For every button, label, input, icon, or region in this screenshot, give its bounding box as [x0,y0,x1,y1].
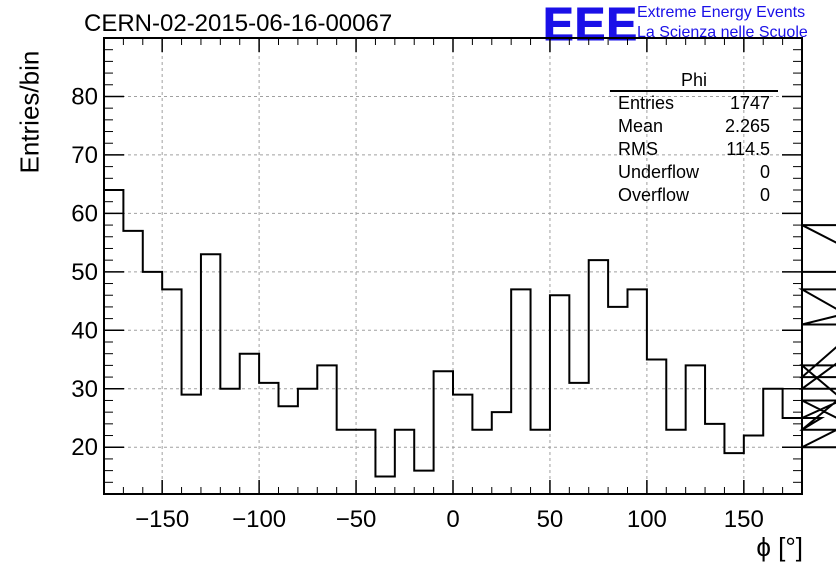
stats-row-underflow: Underflow 0 [610,161,778,184]
chart-title: CERN-02-2015-06-16-00067 [84,10,393,37]
x-tick-label: 100 [627,506,667,533]
ticks [103,37,803,495]
stats-label: RMS [618,139,658,159]
stats-label: Mean [618,116,664,136]
x-tick-label: −150 [135,506,189,533]
tick-labels: −150 −100 −50 0 50 100 150 20 30 40 50 60 70 80 [71,83,764,533]
stats-label: Overflow [618,185,690,205]
y-tick-label: 20 [71,434,98,461]
stats-value: 1747 [729,93,770,113]
logo-subtitle-1: Extreme Energy Events [637,4,806,21]
x-tick-label: 50 [537,506,564,533]
x-tick-label: 150 [724,506,764,533]
y-tick-label: 70 [71,142,98,169]
x-tick-label: 0 [446,506,459,533]
x-tick-label: −50 [336,506,377,533]
x-tick-label: −100 [232,506,286,533]
stats-row-mean: Mean 2.265 [610,115,778,138]
y-tick-label: 30 [71,376,98,403]
stats-value: 114.5 [726,139,770,159]
stats-row-overflow: Overflow 0 [610,184,778,207]
stats-row-rms: RMS 114.5 [610,138,778,161]
stats-title: Phi [610,70,778,92]
y-tick-label: 80 [71,83,98,110]
eee-logo: EEE [542,0,639,50]
stats-label: Underflow [618,162,700,182]
stats-value: 2.265 [724,116,770,136]
stats-label: Entries [618,93,675,113]
histogram-outline [104,189,836,478]
x-axis-label: ϕ [°] [756,532,803,562]
y-tick-label: 50 [71,259,98,286]
stats-value: 0 [759,162,770,182]
y-tick-label: 40 [71,317,98,344]
stats-value: 0 [759,185,770,205]
stats-row-entries: Entries 1747 [610,92,778,115]
logo-subtitle-2: La Scienza nelle Scuole [637,24,808,41]
stats-box: Phi Entries 1747 Mean 2.265 RMS 114.5 Un… [610,70,778,207]
y-tick-label: 60 [71,200,98,227]
